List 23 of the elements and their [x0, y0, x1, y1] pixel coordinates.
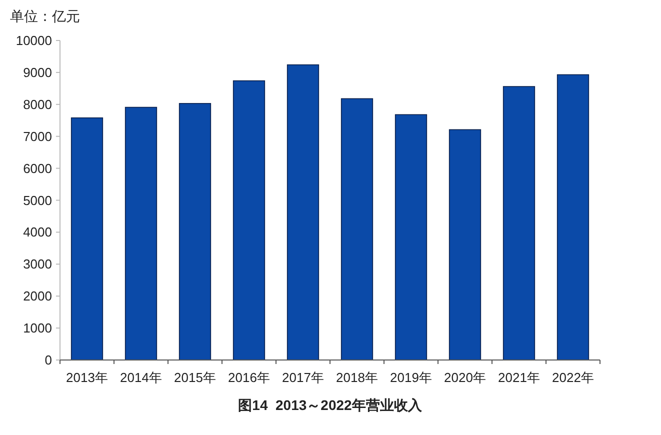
- y-tick-label: 5000: [23, 192, 52, 208]
- x-tick-label: 2015年: [174, 370, 216, 385]
- y-tick-label: 8000: [23, 96, 52, 112]
- text: 单位：亿元: [10, 8, 80, 24]
- x-tick-label: 2017年: [282, 370, 324, 385]
- y-tick-label: 7000: [23, 128, 52, 144]
- y-tick-label: 1000: [23, 320, 52, 336]
- y-tick-label: 2000: [23, 288, 52, 304]
- x-tick-label: 2014年: [120, 370, 162, 385]
- x-tick-label: 2022年: [552, 370, 594, 385]
- x-tick-label: 2013年: [66, 370, 108, 385]
- y-tick-label: 9000: [23, 64, 52, 80]
- y-tick-label: 0: [44, 352, 52, 368]
- x-tick-label: 2018年: [336, 370, 378, 385]
- text: 图14 2013～2022年营业收入: [238, 397, 423, 413]
- x-tick-label: 2021年: [498, 370, 540, 385]
- y-tick-label: 3000: [23, 256, 52, 272]
- y-tick-label: 10000: [16, 33, 52, 48]
- y-tick-label: 6000: [23, 160, 52, 176]
- x-tick-label: 2019年: [390, 370, 432, 385]
- x-tick-label: 2016年: [228, 370, 270, 385]
- y-tick-label: 4000: [23, 224, 52, 240]
- x-tick-label: 2020年: [444, 370, 486, 385]
